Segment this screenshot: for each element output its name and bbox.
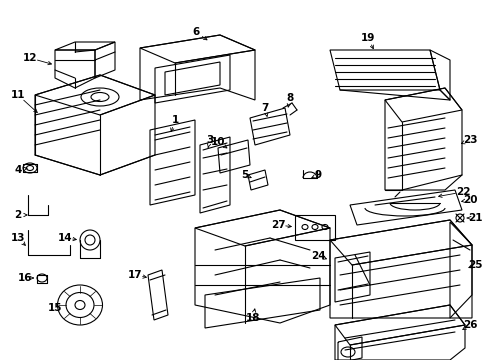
Text: 3: 3: [206, 135, 213, 145]
Text: 8: 8: [286, 93, 293, 103]
Text: 2: 2: [14, 210, 21, 220]
Text: 17: 17: [127, 270, 142, 280]
Text: 15: 15: [48, 303, 62, 313]
Text: 25: 25: [467, 260, 481, 270]
Text: 12: 12: [23, 53, 37, 63]
Text: 13: 13: [11, 233, 25, 243]
Text: 9: 9: [314, 170, 321, 180]
Text: 22: 22: [455, 187, 469, 197]
Text: 20: 20: [462, 195, 476, 205]
Text: 11: 11: [11, 90, 25, 100]
Text: 23: 23: [462, 135, 476, 145]
Text: 6: 6: [192, 27, 199, 37]
Text: 1: 1: [171, 115, 178, 125]
Text: 21: 21: [467, 213, 481, 223]
Text: 7: 7: [261, 103, 268, 113]
Text: 14: 14: [58, 233, 72, 243]
Text: 24: 24: [310, 251, 325, 261]
Text: 19: 19: [360, 33, 374, 43]
Text: 4: 4: [14, 165, 21, 175]
Text: 5: 5: [241, 170, 248, 180]
Text: 26: 26: [462, 320, 476, 330]
Text: 10: 10: [210, 137, 225, 147]
Text: 27: 27: [270, 220, 285, 230]
Text: 18: 18: [245, 313, 260, 323]
Text: 16: 16: [18, 273, 32, 283]
